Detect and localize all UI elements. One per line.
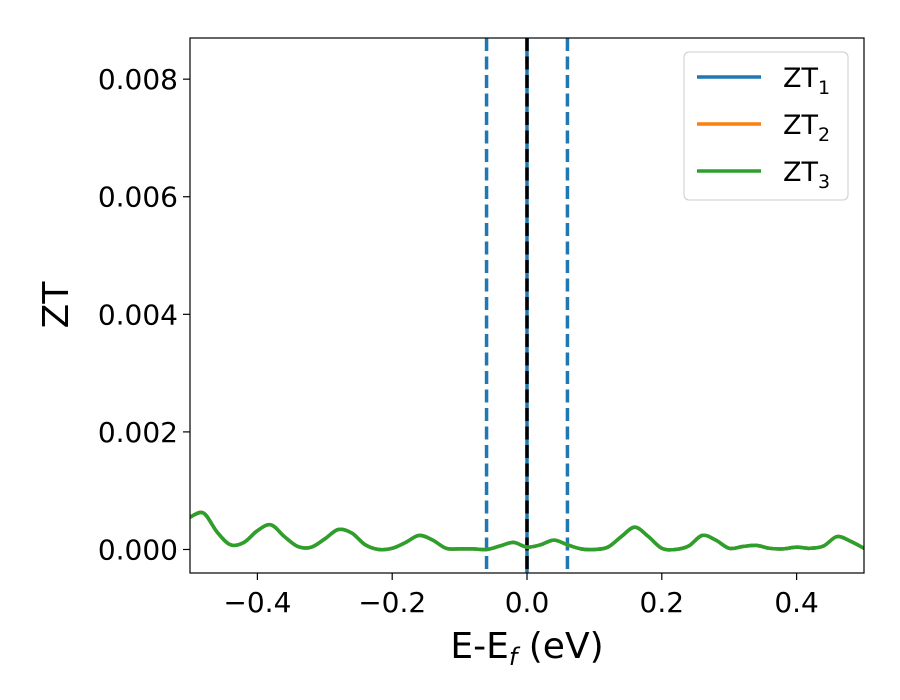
series-lines bbox=[190, 510, 864, 552]
legend-label-2: ZT2 bbox=[783, 110, 830, 146]
y-tick-label-3: 0.006 bbox=[98, 181, 178, 214]
x-axis-label: E-Ef (eV) bbox=[450, 626, 603, 671]
y-tick-label-1: 0.002 bbox=[98, 416, 178, 449]
x-axis-ticks: −0.4 −0.2 0.0 0.2 0.4 bbox=[223, 573, 819, 619]
y-axis-label: ZT bbox=[36, 281, 77, 329]
vertical-reference-lines bbox=[484, 38, 570, 573]
x-tick-label-3: 0.2 bbox=[640, 586, 685, 619]
x-tick-label-0: −0.4 bbox=[223, 586, 291, 619]
y-tick-label-0: 0.000 bbox=[98, 533, 178, 566]
y-tick-label-2: 0.004 bbox=[98, 298, 178, 331]
legend-label-subscript-1: 1 bbox=[818, 77, 830, 99]
legend-label-subscript-3: 3 bbox=[818, 171, 830, 193]
x-tick-label-2: 0.0 bbox=[505, 586, 550, 619]
x-axis-label-unit: (eV) bbox=[517, 626, 603, 667]
legend-label-main-3: ZT bbox=[783, 157, 818, 188]
legend-label-1: ZT1 bbox=[783, 63, 830, 99]
legend-label-3: ZT3 bbox=[783, 157, 830, 193]
x-axis-label-main: E-E bbox=[450, 626, 508, 667]
legend-label-main-2: ZT bbox=[783, 110, 818, 141]
y-tick-label-4: 0.008 bbox=[98, 63, 178, 96]
legend-label-main-1: ZT bbox=[783, 63, 818, 94]
legend-label-subscript-2: 2 bbox=[818, 124, 830, 146]
legend-box bbox=[683, 51, 849, 201]
series-line-3 bbox=[190, 510, 864, 552]
x-tick-label-1: −0.2 bbox=[358, 586, 426, 619]
x-tick-label-4: 0.4 bbox=[774, 586, 819, 619]
y-axis-ticks: 0.000 0.002 0.004 0.006 0.008 bbox=[98, 63, 190, 566]
